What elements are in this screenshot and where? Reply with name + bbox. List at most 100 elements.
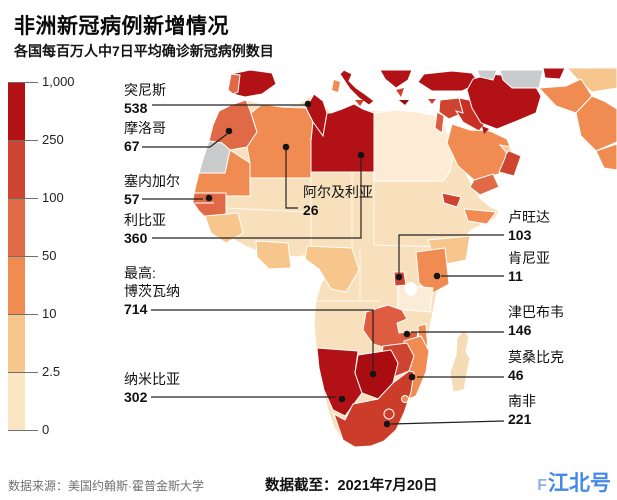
line-botswana (151, 309, 374, 370)
country-value: 221 (508, 411, 532, 427)
callout-zimbabwe: 津巴布韦 146 (508, 303, 564, 339)
country-kenya (415, 247, 450, 295)
callout-kenya: 肯尼亚 11 (508, 249, 550, 285)
country-pakistan (575, 95, 617, 152)
callout-rwanda: 卢旺达 103 (508, 208, 550, 244)
highest-prefix: 最高: (124, 265, 156, 281)
scale-seg-50-100 (8, 198, 25, 256)
country-turkmenistan (499, 69, 544, 89)
island-sicily (355, 100, 364, 106)
country-madagascar (449, 329, 471, 393)
scale-tick (8, 314, 38, 315)
line-south-africa (390, 420, 505, 425)
country-label: 阿尔及利亚 (303, 184, 373, 200)
dot-rwanda (395, 273, 403, 281)
scale-tick (8, 256, 38, 257)
country-value: 67 (124, 138, 140, 154)
country-value: 11 (508, 268, 523, 284)
dot-zimbabwe (403, 330, 411, 338)
dot-senegal (205, 194, 213, 202)
dot-kenya (433, 272, 441, 280)
page-subtitle: 各国每百万人中7日平均确诊新冠病例数目 (14, 43, 274, 59)
country-yemen (469, 173, 500, 196)
scale-seg-0-2.5 (8, 372, 25, 430)
country-value: 146 (508, 322, 532, 338)
dot-algeria (282, 143, 290, 151)
country-eritrea (441, 192, 462, 208)
callout-tunisia: 突尼斯 538 (124, 81, 166, 117)
scale-label-2.5: 2.5 (42, 364, 61, 380)
country-label: 卢旺达 (508, 209, 550, 225)
callout-lines (142, 104, 505, 425)
data-as-of: 数据截至：2021年7月20日 (265, 478, 438, 494)
dot-tunisia (304, 100, 312, 108)
scale-seg-250-1000 (8, 82, 25, 140)
region-somaliland-djibouti (463, 208, 497, 225)
callout-senegal: 塞内加尔 57 (124, 172, 180, 208)
country-lesotho (383, 408, 395, 420)
region-nigeria-cameroon (304, 245, 360, 293)
watermark-prefix: F (537, 477, 547, 494)
country-label: 利比亚 (124, 212, 166, 228)
country-south-africa (333, 370, 415, 448)
country-value: 714 (124, 301, 148, 317)
watermark-text: 江北号 (548, 472, 611, 495)
callout-morocco: 摩洛哥 67 (124, 119, 166, 155)
callout-namibia: 纳米比亚 302 (124, 370, 180, 406)
country-italy (339, 69, 375, 106)
country-greece (396, 88, 404, 97)
country-label: 肯尼亚 (508, 250, 550, 266)
country-kuwait (482, 126, 489, 134)
lake-victoria (405, 282, 417, 296)
region-central-asia (565, 67, 617, 93)
country-value: 360 (124, 230, 148, 246)
page-title: 非洲新冠病例新增情况 (14, 15, 229, 38)
country-label: 南非 (508, 393, 536, 409)
scale-seg-10-50 (8, 256, 25, 314)
callout-botswana-highest: 最高: 博茨瓦纳 714 (124, 264, 180, 318)
callout-south-africa: 南非 221 (508, 392, 536, 428)
country-syria (438, 97, 464, 120)
line-algeria (285, 150, 298, 209)
island-sardinia (332, 80, 340, 92)
dot-libya (357, 151, 365, 159)
scale-tick (8, 82, 38, 83)
country-value: 57 (124, 191, 140, 207)
country-label: 纳米比亚 (124, 371, 180, 387)
region-uae (498, 144, 512, 154)
country-value: 103 (508, 227, 532, 243)
scale-tick (8, 198, 38, 199)
watermark-logo: F江北号 (537, 467, 611, 497)
country-label: 莫桑比克 (508, 349, 564, 365)
country-value: 26 (303, 202, 319, 218)
scale-label-0: 0 (42, 422, 50, 438)
callout-algeria: 阿尔及利亚 26 (303, 183, 373, 219)
region-balkans (379, 69, 413, 89)
country-label: 突尼斯 (124, 82, 166, 98)
country-label: 摩洛哥 (124, 120, 166, 136)
line-libya (152, 159, 362, 239)
country-eswatini (401, 395, 409, 403)
line-rwanda (398, 234, 504, 273)
scale-seg-100-250 (8, 140, 25, 198)
country-label: 津巴布韦 (508, 304, 564, 320)
country-portugal (227, 73, 241, 95)
country-oman (498, 149, 522, 177)
scale-tick (8, 430, 38, 431)
scale-label-50: 50 (42, 248, 57, 264)
island-crete (399, 100, 409, 105)
data-source: 数据来源：美国约翰斯·霍普金斯大学 (8, 479, 204, 493)
country-algeria (246, 103, 314, 179)
dot-botswana (369, 370, 377, 378)
scale-seg-2.5-10 (8, 314, 25, 372)
island-cyprus (428, 99, 436, 104)
country-label: 塞内加尔 (124, 173, 180, 189)
country-value: 538 (124, 100, 148, 116)
color-scale-bar (8, 82, 25, 430)
region-india-edge (595, 143, 617, 171)
dot-mozambique (408, 373, 416, 381)
region-caucasus (476, 69, 498, 81)
scale-label-10: 10 (42, 306, 57, 322)
